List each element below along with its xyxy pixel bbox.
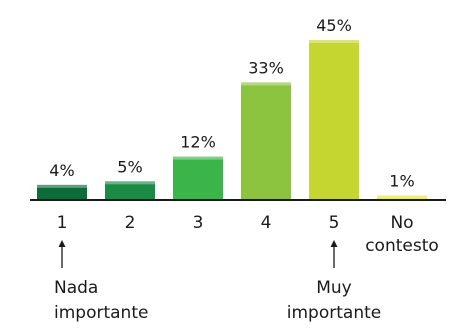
category-label-1: 1 [57, 213, 68, 233]
bar-highlight-3 [173, 156, 223, 160]
value-label-1: 4% [49, 161, 74, 180]
value-label-6: 1% [389, 171, 414, 190]
bar-highlight-6 [377, 195, 427, 199]
value-label-2: 5% [117, 157, 142, 176]
bar-3 [173, 156, 223, 199]
category-label-4: 4 [261, 213, 272, 233]
annotation-label-2-line-1: Muy [316, 278, 352, 298]
bar-2 [105, 181, 155, 199]
bar-6 [377, 195, 427, 199]
bar-highlight-4 [241, 82, 291, 86]
value-label-5: 45% [316, 16, 352, 35]
bars-group [37, 40, 427, 199]
category-labels-group: 1 2 3 4 5 No contesto [57, 213, 439, 256]
annotation-arrow-head-1 [58, 240, 66, 247]
bar-highlight-2 [105, 181, 155, 185]
bar-4 [241, 82, 291, 199]
value-label-4: 33% [248, 58, 284, 77]
bar-1 [37, 184, 87, 199]
value-label-3: 12% [180, 133, 216, 152]
category-label-6-line-1: No [390, 213, 413, 233]
category-label-6-line-2: contesto [365, 236, 439, 256]
annotation-arrow-head-2 [330, 240, 338, 247]
category-label-2: 2 [125, 213, 136, 233]
annotations-group: Nada importante Muy importante [54, 240, 381, 323]
annotation-label-2-line-2: importante [287, 303, 381, 323]
annotation-label-1-line-1: Nada [54, 278, 98, 298]
bar-5 [309, 40, 359, 199]
bar-highlight-1 [37, 184, 87, 188]
category-label-3: 3 [193, 213, 204, 233]
bar-highlight-5 [309, 40, 359, 43]
value-labels-group: 4% 5% 12% 33% 45% 1% [49, 16, 414, 190]
category-label-5: 5 [329, 213, 340, 233]
annotation-label-1-line-2: importante [54, 303, 148, 323]
